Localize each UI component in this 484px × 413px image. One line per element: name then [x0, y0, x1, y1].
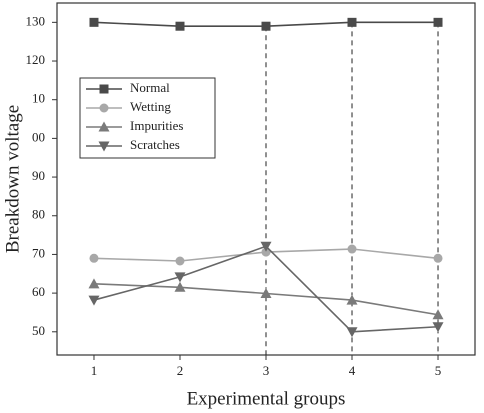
y-tick-label: 50 — [32, 323, 45, 338]
y-tick-label: 10 — [32, 91, 45, 106]
x-tick-label: 2 — [177, 363, 184, 378]
legend-label: Wetting — [130, 99, 171, 114]
data-point — [88, 295, 100, 306]
y-tick-label: 120 — [26, 52, 46, 67]
data-point — [260, 241, 272, 252]
data-point — [261, 247, 271, 257]
data-point — [432, 322, 444, 333]
data-point — [175, 256, 185, 266]
legend-marker — [98, 141, 110, 152]
data-point — [433, 17, 443, 27]
data-point — [433, 253, 443, 263]
x-tick-label: 1 — [91, 363, 98, 378]
y-tick-label: 130 — [26, 13, 46, 28]
y-tick-label: 70 — [32, 245, 45, 260]
legend-marker — [99, 103, 109, 113]
legend-marker — [99, 84, 109, 94]
y-axis-title: Breakdown voltage — [2, 105, 23, 253]
y-tick-label: 90 — [32, 168, 45, 183]
x-tick-label: 4 — [349, 363, 356, 378]
y-tick-label: 00 — [32, 129, 45, 144]
data-point — [346, 327, 358, 338]
legend-label: Normal — [130, 80, 170, 95]
legend-marker — [98, 121, 110, 132]
data-point — [89, 253, 99, 263]
data-point — [174, 272, 186, 283]
x-axis-title: Experimental groups — [187, 388, 346, 409]
data-point — [88, 278, 100, 289]
data-point — [175, 21, 185, 31]
y-tick-label: 80 — [32, 207, 45, 222]
legend-label: Impurities — [130, 118, 183, 133]
x-tick-label: 5 — [435, 363, 442, 378]
data-point — [89, 17, 99, 27]
data-point — [346, 294, 358, 305]
data-point — [347, 17, 357, 27]
data-point — [432, 309, 444, 320]
data-point — [260, 287, 272, 298]
data-point — [174, 281, 186, 292]
data-point — [261, 21, 271, 31]
x-tick-label: 3 — [263, 363, 270, 378]
data-point — [347, 244, 357, 254]
y-tick-label: 60 — [32, 284, 45, 299]
legend-label: Scratches — [130, 137, 180, 152]
